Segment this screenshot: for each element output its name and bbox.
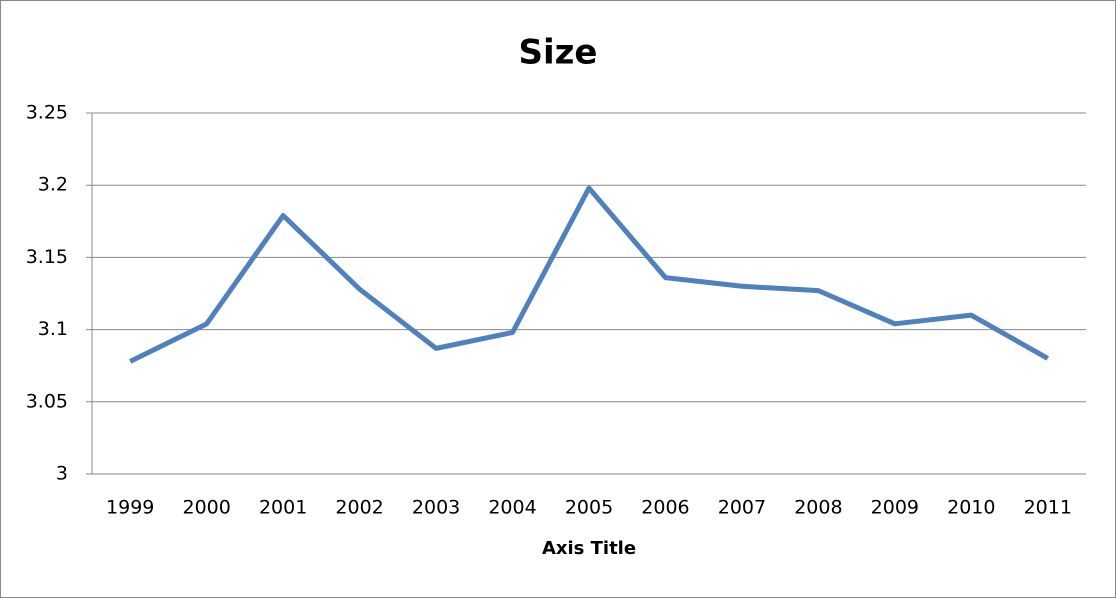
y-tick-label: 3.15 <box>26 246 68 268</box>
line-series <box>129 185 1050 364</box>
x-tick-label: 2009 <box>871 497 919 519</box>
x-tick-label: 2011 <box>1024 497 1072 519</box>
x-axis-title: Axis Title <box>542 538 636 559</box>
x-tick-label: 2006 <box>641 497 689 519</box>
y-tick-label: 3.25 <box>26 102 68 124</box>
x-tick-label: 2003 <box>412 497 460 519</box>
y-tick-label: 3 <box>56 463 68 485</box>
x-tick-label: 2007 <box>718 497 766 519</box>
x-tick-label: 2004 <box>488 497 536 519</box>
x-tick-label: 2008 <box>794 497 842 519</box>
x-tick-label: 2010 <box>947 497 995 519</box>
y-tick-label: 3.1 <box>38 318 68 340</box>
x-tick-label: 2001 <box>259 497 307 519</box>
chart-title: Size <box>519 33 598 73</box>
y-tick-label: 3.2 <box>38 174 68 196</box>
x-tick-label: 2000 <box>183 497 231 519</box>
x-tick-label: 2002 <box>335 497 383 519</box>
y-tick-label: 3.05 <box>26 390 68 412</box>
x-tick-label: 1999 <box>106 497 154 519</box>
x-tick-label: 2005 <box>565 497 613 519</box>
